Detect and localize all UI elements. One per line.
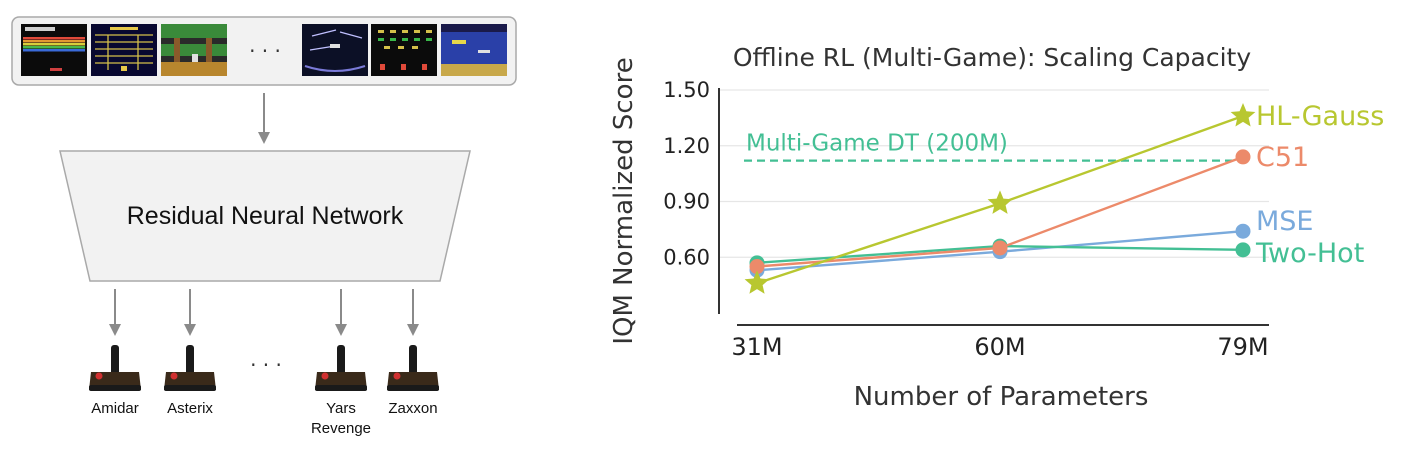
game-label-amidar: Amidar xyxy=(91,400,139,417)
architecture-diagram: · · · Residu xyxy=(11,16,517,437)
data-point-c51 xyxy=(1235,149,1251,165)
game-label-yars-revenge: Yars Revenge xyxy=(311,400,371,437)
game-thumbnail xyxy=(441,24,507,76)
x-tick-label: 31M xyxy=(731,333,782,361)
data-point-hl-gauss xyxy=(744,270,770,294)
data-point-hl-gauss xyxy=(987,190,1013,214)
axes xyxy=(718,88,1269,326)
y-axis-title: IQM Normalized Score xyxy=(609,57,639,344)
scaling-chart: Offline RL (Multi-Game): Scaling Capacit… xyxy=(609,43,1384,412)
reference-line-label: Multi-Game DT (200M) xyxy=(746,131,1008,157)
game-thumbnail xyxy=(21,24,87,76)
series-label-hl-gauss: HL-Gauss xyxy=(1256,101,1384,132)
gridlines xyxy=(719,89,1269,258)
chart-title: Offline RL (Multi-Game): Scaling Capacit… xyxy=(733,43,1252,72)
arrow-head xyxy=(258,132,270,144)
x-tick-label: 60M xyxy=(974,333,1025,361)
reference-line-group: Multi-Game DT (200M) xyxy=(744,131,1246,162)
tick-labels: 0.60 0.90 1.20 1.50 31M 60M 79M xyxy=(663,78,1268,361)
series-label-mse: MSE xyxy=(1256,206,1314,237)
series-group xyxy=(744,103,1256,294)
frames-ellipsis: · · · xyxy=(249,39,281,63)
data-point-c51 xyxy=(992,240,1008,256)
joystick-icon xyxy=(387,345,439,391)
data-point-mse xyxy=(1235,223,1251,239)
series-label-c51: C51 xyxy=(1256,142,1309,173)
game-thumbnail xyxy=(161,24,227,76)
y-tick-label: 0.90 xyxy=(663,190,710,214)
joystick-icon xyxy=(89,345,141,391)
joystick-icon xyxy=(315,345,367,391)
game-thumbnail xyxy=(371,24,437,76)
series-label-two-hot: Two-Hot xyxy=(1255,238,1364,269)
data-point-c51 xyxy=(749,259,765,275)
joystick-ellipsis: · · · xyxy=(250,353,282,377)
x-axis-title: Number of Parameters xyxy=(854,382,1149,412)
y-tick-label: 1.50 xyxy=(663,78,710,102)
joystick-icon xyxy=(164,345,216,391)
x-tick-label: 79M xyxy=(1217,333,1268,361)
game-label-zaxxon: Zaxxon xyxy=(388,400,437,417)
y-tick-label: 0.60 xyxy=(663,245,710,269)
game-thumbnail xyxy=(302,24,368,76)
game-thumbnail xyxy=(91,24,157,76)
game-label-asterix: Asterix xyxy=(167,400,213,417)
data-point-hl-gauss xyxy=(1230,103,1256,127)
network-box xyxy=(59,150,471,282)
y-tick-label: 1.20 xyxy=(663,134,710,158)
data-point-two-hot xyxy=(1235,242,1251,258)
network-label: Residual Neural Network xyxy=(127,202,404,230)
output-arrows xyxy=(109,289,419,336)
